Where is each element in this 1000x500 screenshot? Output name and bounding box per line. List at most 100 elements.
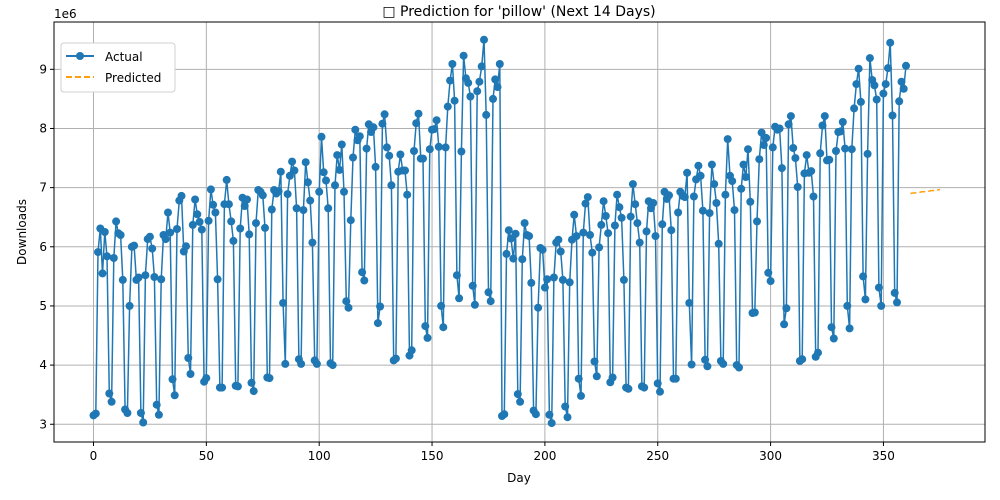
x-axis-ticks: 0 50 100 150 200 250 300 350 [90,442,895,463]
actual-point [615,203,624,212]
actual-point [157,275,166,284]
actual-point [565,278,574,287]
actual-point [337,140,346,149]
actual-point [369,123,378,132]
actual-point [423,333,432,342]
actual-point [705,209,714,218]
actual-point [750,308,759,317]
actual-point [188,220,197,229]
actual-point [371,162,380,171]
actual-point [136,409,145,417]
actual-point [707,160,716,169]
actual-point [881,80,890,89]
actual-point [579,228,588,237]
actual-point [816,149,825,158]
actual-point [626,212,635,221]
actual-point [319,168,328,177]
actual-point [513,390,522,399]
actual-point [182,242,190,251]
actual-point [850,104,859,113]
y-axis-label: Downloads [15,199,29,265]
actual-point [202,374,211,383]
actual-point [285,171,294,180]
actual-point [258,191,267,200]
actual-point [658,220,667,229]
actual-point [351,125,360,134]
actual-point [577,391,585,400]
actual-point [464,78,473,87]
actual-point [884,64,892,73]
actual-point [123,409,132,417]
actual-point [109,254,118,262]
actual-point [419,154,427,163]
actual-point [425,145,434,154]
actual-point [802,151,811,160]
actual-point [414,109,423,118]
actual-point [477,62,486,71]
y-tick-label: 4 [39,358,47,372]
actual-point [728,177,737,186]
actual-point [240,202,249,210]
actual-point [373,319,382,328]
actual-point [893,298,901,307]
actual-point [312,359,321,368]
actual-point [224,200,233,209]
actual-point [236,224,245,233]
actual-point [466,92,475,101]
actual-point [324,204,333,213]
actual-point [206,185,215,194]
actual-point [540,283,549,292]
actual-point [538,245,547,254]
actual-point [653,379,662,388]
y-axis-ticks: 3 4 5 6 7 8 9 [39,62,54,431]
actual-point [229,236,238,245]
actual-point [624,384,633,393]
actual-point [613,190,622,199]
actual-point [421,322,430,331]
actual-point [619,275,628,284]
actual-point [703,362,712,371]
actual-point [177,191,186,200]
actual-point [301,158,310,167]
actual-point [382,143,391,152]
actual-point [563,413,572,422]
actual-point [317,132,326,141]
actual-point [735,363,743,372]
legend: Actual Predicted [60,42,176,93]
actual-point [342,297,351,306]
actual-point [331,181,339,190]
actual-point [173,225,181,233]
actual-point [168,375,177,384]
actual-point [902,61,910,70]
actual-point [683,168,692,177]
actual-point [753,217,761,226]
actual-point [635,238,644,247]
actual-point [134,273,143,282]
x-tick-label: 200 [533,449,556,463]
actual-point [130,241,139,250]
actual-point [486,297,495,306]
actual-point [509,254,518,263]
actual-point [825,155,834,164]
actual-point [640,383,649,392]
actual-point [191,195,200,204]
actual-point [249,387,258,396]
x-tick-label: 350 [872,449,895,463]
actual-point [651,232,660,241]
actual-point [714,239,723,248]
actual-point [276,167,285,176]
actual-point [583,193,592,202]
actual-point [141,271,150,280]
actual-point [195,217,204,226]
actual-point [588,248,597,257]
actual-point [809,192,818,201]
actual-point [534,303,543,312]
actual-point [886,38,895,47]
actual-point [780,320,789,329]
actual-point [768,143,777,152]
actual-point [856,97,865,106]
actual-point [118,275,127,284]
actual-point [574,374,583,383]
y-tick-label: 7 [39,181,47,195]
actual-point [401,166,409,175]
